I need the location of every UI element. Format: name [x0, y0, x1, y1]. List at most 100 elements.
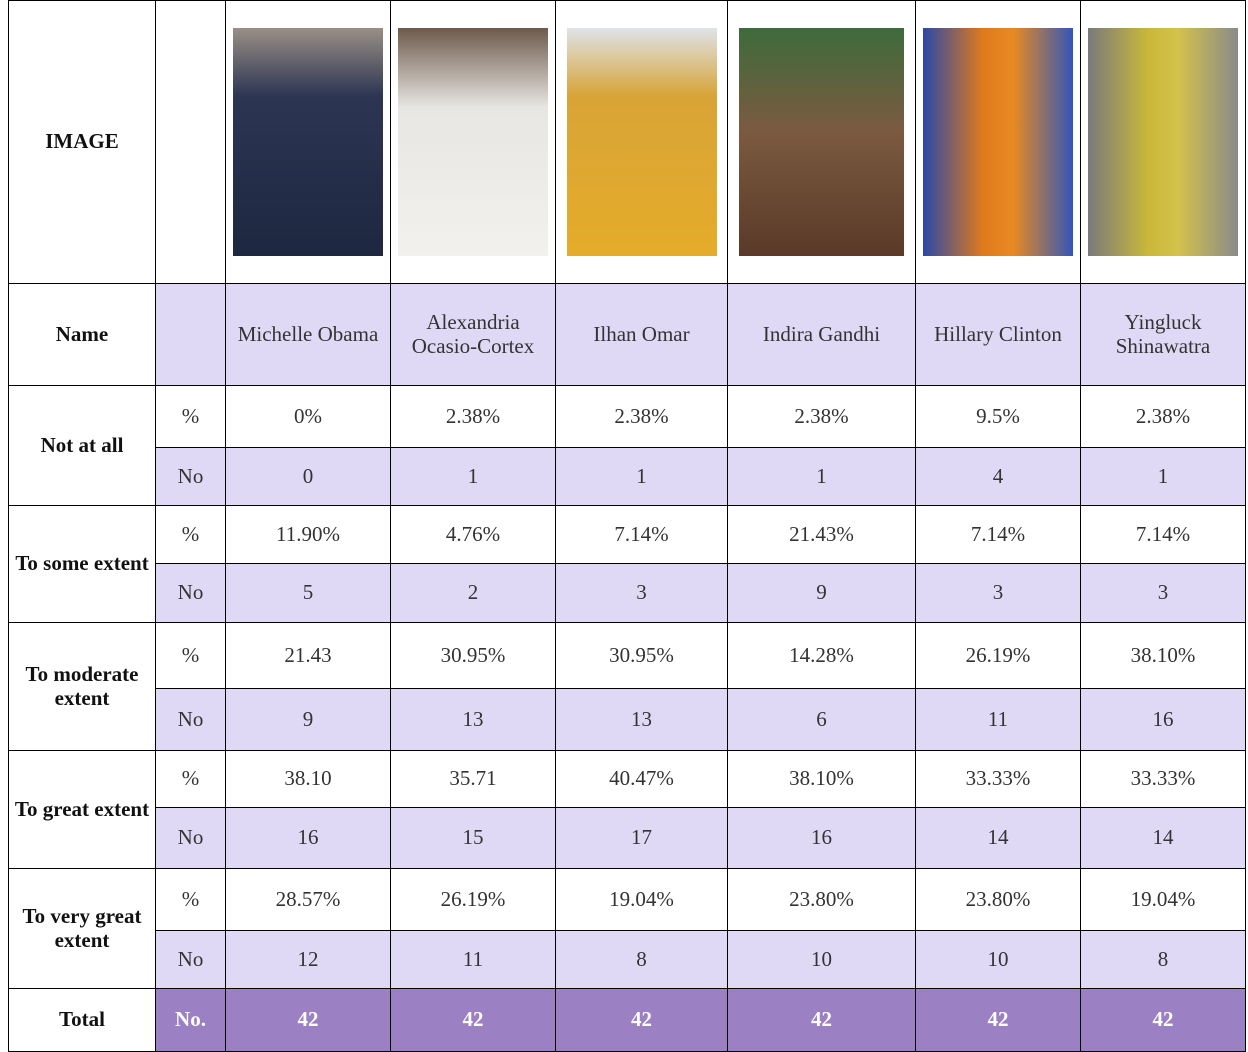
row-label: IMAGE: [8, 0, 156, 284]
unit-cell: No.: [155, 988, 226, 1052]
value-cell: 23.80%: [915, 868, 1081, 931]
value-cell: 30.95%: [390, 622, 556, 689]
value-cell: 2.38%: [555, 385, 728, 448]
value-cell: 38.10%: [1080, 622, 1246, 689]
name-cell: Indira Gandhi: [727, 283, 916, 386]
value-cell: 16: [1080, 688, 1246, 751]
value-cell: 4: [915, 447, 1081, 506]
value-cell: 21.43%: [727, 505, 916, 564]
value-cell: 38.10: [225, 750, 391, 808]
name-cell: Hillary Clinton: [915, 283, 1081, 386]
name-cell: Ilhan Omar: [555, 283, 728, 386]
value-cell: 8: [1080, 930, 1246, 989]
name-row: Name Michelle Obama Alexandria Ocasio-Cort…: [8, 283, 1246, 386]
unit-cell: %: [155, 868, 226, 931]
row-label: Name: [8, 283, 156, 386]
value-cell: 38.10%: [727, 750, 916, 808]
value-cell: 1: [390, 447, 556, 506]
value-cell: 13: [555, 688, 728, 751]
unit-cell: No: [155, 807, 226, 869]
total-cell: 42: [225, 988, 391, 1052]
cell: [155, 283, 226, 386]
data-row: No 12 11 8 10 10 8: [9, 930, 1246, 989]
value-cell: 7.14%: [555, 505, 728, 564]
value-cell: 19.04%: [1080, 868, 1246, 931]
data-row: To moderate extent% 21.43 30.95% 30.95% 14.2…: [8, 622, 1246, 751]
row-label: To moderate extent: [8, 622, 156, 751]
value-cell: 40.47%: [555, 750, 728, 808]
value-cell: 26.19%: [915, 622, 1081, 689]
name-cell: Yingluck Shinawatra: [1080, 283, 1246, 386]
value-cell: 1: [555, 447, 728, 506]
value-cell: 6: [727, 688, 916, 751]
value-cell: 5: [225, 563, 391, 623]
value-cell: 28.57%: [225, 868, 391, 931]
value-cell: 11: [390, 930, 556, 989]
total-row: Total No. 42 42 42 42 42 42: [8, 988, 1246, 1052]
value-cell: 14.28%: [727, 622, 916, 689]
value-cell: 30.95%: [555, 622, 728, 689]
unit-cell: No: [155, 447, 226, 506]
total-cell: 42: [1080, 988, 1246, 1052]
value-cell: 2.38%: [1080, 385, 1246, 448]
value-cell: 3: [915, 563, 1081, 623]
total-cell: 42: [555, 988, 728, 1052]
value-cell: 1: [727, 447, 916, 506]
value-cell: 3: [1080, 563, 1246, 623]
photo: [739, 28, 904, 256]
data-row: To some extent% 11.90% 4.76% 7.14% 21.43% 7.1…: [8, 505, 1246, 623]
value-cell: 14: [1080, 807, 1246, 869]
value-cell: 16: [225, 807, 391, 869]
value-cell: 17: [555, 807, 728, 869]
value-cell: 9: [727, 563, 916, 623]
row-label: To very great extent: [8, 868, 156, 989]
unit-cell: %: [155, 750, 226, 808]
image-row: IMAGE: [8, 0, 1246, 284]
row-label: Not at all: [8, 385, 156, 506]
photo: [566, 28, 717, 256]
row-label: To great extent: [8, 750, 156, 869]
survey-table: IMAGE Name Michelle Obama Alexandria Ocasi…: [8, 0, 1246, 1052]
data-row: No 0 1 1 1 4 1: [9, 447, 1246, 506]
image-cell: [390, 0, 556, 284]
data-row: No 16 15 17 16 14 14: [9, 807, 1246, 869]
value-cell: 10: [727, 930, 916, 989]
row-label: To some extent: [8, 505, 156, 623]
image-cell: [1080, 0, 1246, 284]
image-cell: [225, 0, 391, 284]
value-cell: 33.33%: [1080, 750, 1246, 808]
total-cell: 42: [915, 988, 1081, 1052]
value-cell: 0%: [225, 385, 391, 448]
unit-cell: %: [155, 385, 226, 448]
value-cell: 33.33%: [915, 750, 1081, 808]
value-cell: 16: [727, 807, 916, 869]
value-cell: 15: [390, 807, 556, 869]
value-cell: 3: [555, 563, 728, 623]
image-cell: [727, 0, 916, 284]
photo: [1088, 28, 1238, 256]
photo: [923, 28, 1073, 256]
unit-cell: No: [155, 563, 226, 623]
unit-cell: No: [155, 688, 226, 751]
data-row: Not at all% 0% 2.38% 2.38% 2.38% 9.5% 2.38%: [8, 385, 1246, 506]
row-label: Total: [8, 988, 156, 1052]
value-cell: 11: [915, 688, 1081, 751]
value-cell: 4.76%: [390, 505, 556, 564]
value-cell: 1: [1080, 447, 1246, 506]
value-cell: 2.38%: [727, 385, 916, 448]
value-cell: 8: [555, 930, 728, 989]
value-cell: 11.90%: [225, 505, 391, 564]
value-cell: 0: [225, 447, 391, 506]
value-cell: 26.19%: [390, 868, 556, 931]
data-row: No 9 13 13 6 11 16: [9, 688, 1246, 751]
photo: [233, 28, 383, 256]
name-cell: Michelle Obama: [225, 283, 391, 386]
name-cell: Alexandria Ocasio-Cortex: [390, 283, 556, 386]
value-cell: 2: [390, 563, 556, 623]
value-cell: 35.71: [390, 750, 556, 808]
image-cell: [915, 0, 1081, 284]
data-row: No 5 2 3 9 3 3: [9, 563, 1246, 623]
unit-cell: %: [155, 505, 226, 564]
total-cell: 42: [727, 988, 916, 1052]
